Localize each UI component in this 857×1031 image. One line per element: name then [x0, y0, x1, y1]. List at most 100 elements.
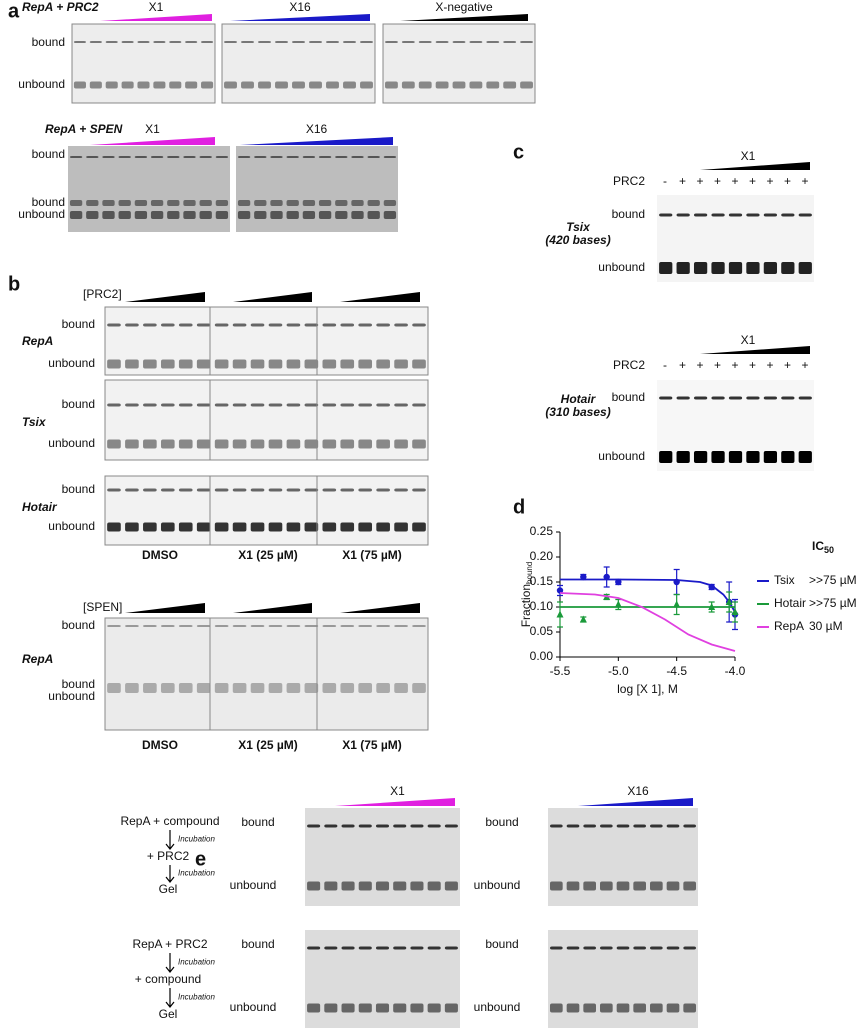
gel-band [137, 81, 150, 89]
label: + [749, 358, 756, 372]
label: + [749, 174, 756, 188]
gel-band [178, 403, 193, 407]
gel-band [292, 41, 305, 43]
label: + [679, 358, 686, 372]
gel-band [153, 41, 166, 43]
gel-band [254, 156, 267, 158]
panel-label: d [513, 496, 525, 518]
gel-band [340, 625, 355, 627]
gel [104, 379, 429, 461]
gel-band [550, 824, 563, 828]
gel-band [711, 262, 725, 274]
gel-band [383, 200, 397, 206]
gel-band [286, 439, 301, 449]
gel-band [427, 1003, 441, 1013]
y-tick-label: 0.20 [530, 549, 554, 563]
gel-band [322, 488, 337, 492]
gel-band [616, 881, 630, 891]
legend-ic50: >>75 µM [809, 573, 857, 587]
gel-band [341, 881, 355, 891]
gel-band [107, 488, 121, 492]
gel-band [201, 41, 214, 43]
gel-band [376, 403, 390, 407]
label: unbound [18, 77, 65, 91]
concentration-wedge [233, 292, 312, 302]
gel-band [728, 451, 743, 463]
gel-band [232, 488, 247, 492]
gel-band [666, 824, 680, 828]
label: + [679, 174, 686, 188]
gel-band [214, 403, 229, 407]
gel-band [435, 41, 449, 43]
gel-band [105, 81, 118, 89]
concentration-wedge [400, 14, 528, 21]
legend-title-sub: 50 [824, 545, 834, 555]
gel-band [676, 213, 690, 217]
gel-band [241, 41, 254, 43]
gel-band [385, 41, 398, 43]
label: + [801, 358, 808, 372]
gel-band [746, 213, 760, 217]
gel-band [444, 824, 458, 828]
gel-band [343, 41, 356, 43]
gel-band [394, 683, 408, 693]
label: X1 [741, 333, 756, 347]
gel-band [286, 323, 301, 327]
gel-band [118, 156, 131, 158]
gel-band [376, 323, 390, 327]
gel-band [418, 41, 432, 43]
label: X-negative [435, 0, 493, 14]
label: X16 [306, 122, 328, 136]
gel-band [394, 625, 408, 627]
gel-band [178, 522, 193, 532]
gel-band [358, 403, 373, 407]
gel-band [340, 522, 355, 532]
gel-band [286, 683, 301, 693]
gel-band [410, 824, 424, 828]
gel-band [583, 946, 596, 950]
label: X1 [145, 122, 160, 136]
gel-band [105, 41, 118, 43]
gel-band [125, 359, 139, 369]
gel-band [232, 683, 247, 693]
gel-band [102, 200, 115, 206]
gel-band [358, 522, 373, 532]
gel-band [728, 262, 743, 274]
gel-band [160, 439, 175, 449]
label: DMSO [142, 548, 178, 562]
gel [104, 617, 429, 731]
gel-band [358, 683, 373, 693]
gel-band [304, 683, 319, 693]
y-axis-label: Fractionbound [519, 562, 534, 628]
data-point [556, 587, 564, 594]
label: RepA + PRC2 [22, 0, 99, 14]
gel-band [763, 451, 778, 463]
gel-band [616, 1003, 630, 1013]
gel-band [167, 211, 180, 219]
label: PRC2 [613, 174, 645, 188]
gel-band [401, 41, 415, 43]
label: X1 (75 µM) [342, 548, 402, 562]
gel-band [394, 403, 408, 407]
label: unbound [18, 207, 65, 221]
gel-band [650, 881, 663, 891]
gel-band [250, 488, 265, 492]
fit-curve [559, 592, 736, 652]
concentration-wedge [340, 292, 420, 302]
gel-band [341, 946, 355, 950]
gel-band [343, 81, 356, 89]
gel [548, 930, 698, 1028]
gel-band [566, 1003, 580, 1013]
gel-band [169, 41, 182, 43]
gel-band [258, 81, 271, 89]
gel-band [358, 625, 373, 627]
x-tick-label: -4.0 [725, 664, 746, 678]
arrow [165, 988, 175, 1008]
gel-band [600, 881, 613, 891]
gel-band [268, 403, 283, 407]
gel-band [469, 81, 483, 89]
label: bound [62, 618, 95, 632]
arrow [165, 830, 175, 850]
gel-band [659, 451, 673, 463]
gel-band [394, 488, 408, 492]
